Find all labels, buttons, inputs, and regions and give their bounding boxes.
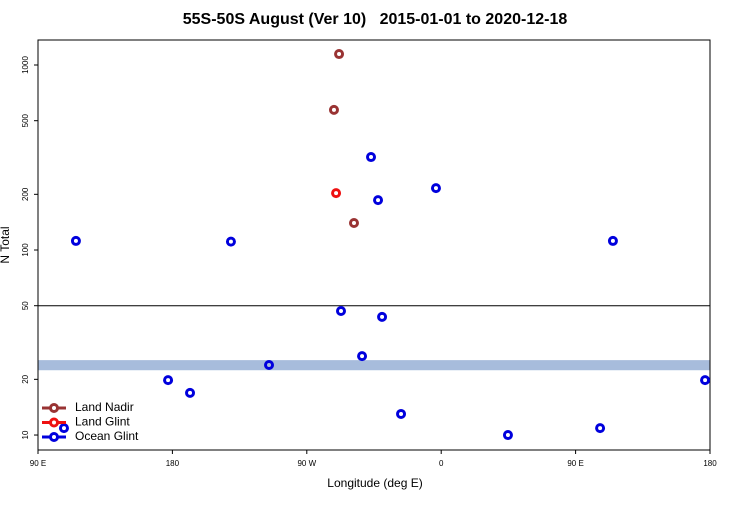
legend-label: Land Glint	[75, 415, 130, 429]
point	[366, 152, 377, 163]
point	[700, 375, 711, 386]
point	[58, 423, 69, 434]
x-tick-label: 90 E	[30, 459, 46, 468]
point	[225, 236, 236, 247]
point	[334, 49, 345, 60]
point	[348, 217, 359, 228]
point	[377, 311, 388, 322]
legend-marker	[49, 417, 59, 428]
point	[373, 195, 384, 206]
plot-frame	[37, 39, 711, 451]
x-tick-label: 0	[439, 459, 444, 468]
legend-label: Ocean Glint	[75, 429, 139, 443]
y-tick-label: 200	[21, 187, 30, 201]
x-tick-label: 180	[703, 459, 717, 468]
point	[607, 235, 618, 246]
y-tick-label: 500	[21, 113, 30, 127]
x-tick-label: 90 W	[297, 459, 316, 468]
x-tick-label: 180	[166, 459, 180, 468]
y-tick-label: 100	[21, 243, 30, 257]
point	[396, 408, 407, 419]
y-axis-label: N Total	[0, 226, 12, 263]
point	[335, 306, 346, 317]
point	[331, 188, 342, 199]
point	[70, 235, 81, 246]
point	[185, 387, 196, 398]
chart-title: 55S-50S August (Ver 10) 2015-01-01 to 20…	[183, 11, 568, 28]
legend-marker	[49, 432, 59, 442]
band	[38, 360, 710, 371]
point	[328, 104, 339, 115]
legend-marker	[49, 403, 59, 413]
y-tick-label: 10	[21, 430, 30, 439]
point	[264, 360, 275, 371]
y-tick-label: 1000	[21, 56, 30, 74]
y-tick-label: 20	[21, 374, 30, 383]
x-tick-label: 90 E	[567, 459, 583, 468]
x-axis-label: Longitude (deg E)	[327, 476, 422, 490]
legend-label: Land Nadir	[75, 400, 134, 414]
point	[502, 430, 513, 441]
y-tick-label: 50	[21, 301, 30, 310]
point	[357, 351, 368, 362]
point	[595, 423, 606, 434]
point	[430, 183, 441, 194]
point	[163, 375, 174, 386]
